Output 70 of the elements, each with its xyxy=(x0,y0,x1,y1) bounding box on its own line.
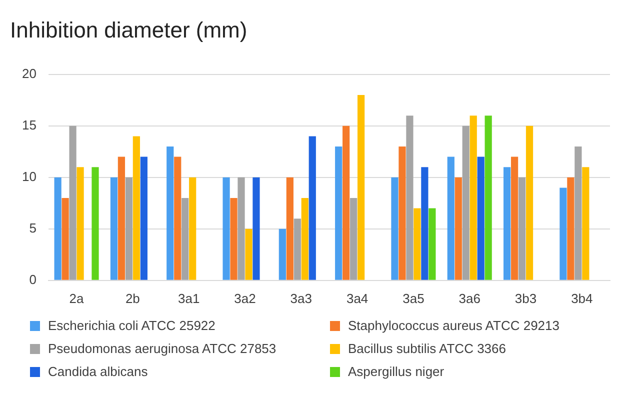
y-tick-label: 15 xyxy=(22,117,36,132)
legend-label: Candida albicans xyxy=(48,364,148,379)
bar xyxy=(462,126,470,280)
bar xyxy=(414,208,421,280)
bar xyxy=(484,116,492,280)
legend-label: Bacillus subtilis ATCC 3366 xyxy=(348,341,506,356)
bar xyxy=(118,156,126,280)
bar xyxy=(286,177,294,280)
y-tick-label: 20 xyxy=(22,66,36,81)
bar xyxy=(447,156,454,280)
legend-label: Aspergillus niger xyxy=(348,364,444,379)
bar xyxy=(510,156,518,280)
bar xyxy=(140,156,148,280)
bar xyxy=(477,156,484,280)
bar xyxy=(62,198,69,280)
bar xyxy=(518,177,526,280)
legend-label: Escherichia coli ATCC 25922 xyxy=(48,318,216,333)
bar xyxy=(342,126,350,280)
bar xyxy=(132,136,140,280)
bar xyxy=(54,177,62,280)
bar xyxy=(110,177,118,280)
bar xyxy=(76,167,84,280)
bar xyxy=(526,126,534,280)
y-tick-label: 0 xyxy=(29,272,36,287)
bar xyxy=(238,177,245,280)
x-tick-label: 2b xyxy=(125,290,140,306)
bar xyxy=(574,146,582,280)
bar xyxy=(69,126,76,280)
bar xyxy=(503,167,511,280)
x-tick-label: 2a xyxy=(69,290,85,306)
x-tick-label: 3b4 xyxy=(571,290,593,306)
legend-label: Staphylococcus aureus ATCC 29213 xyxy=(348,318,560,333)
bar xyxy=(294,218,301,280)
bar xyxy=(252,177,260,280)
x-tick-label: 3a6 xyxy=(458,290,480,306)
bar xyxy=(125,177,133,280)
bar xyxy=(406,116,414,280)
bar xyxy=(567,177,574,280)
bar xyxy=(421,167,428,280)
legend-label: Pseudomonas aeruginosa ATCC 27853 xyxy=(48,341,276,356)
bar xyxy=(278,228,286,280)
bar xyxy=(560,188,567,280)
x-tick-label: 3a1 xyxy=(178,290,200,306)
x-tick-label: 3a5 xyxy=(402,290,424,306)
bar xyxy=(391,177,398,280)
bar xyxy=(222,177,230,280)
x-tick-label: 3a3 xyxy=(290,290,312,306)
bar xyxy=(174,156,182,280)
y-tick-label: 10 xyxy=(22,168,36,184)
bar xyxy=(582,167,590,280)
bar xyxy=(166,146,174,280)
bar xyxy=(189,177,196,280)
bar xyxy=(398,146,406,280)
bar xyxy=(245,228,252,280)
bar xyxy=(470,116,477,280)
bar xyxy=(182,198,189,280)
bar xyxy=(301,198,308,280)
bar xyxy=(230,198,238,280)
bar xyxy=(335,146,342,280)
y-tick-label: 5 xyxy=(29,220,36,236)
bar xyxy=(428,208,436,280)
bar xyxy=(357,95,365,280)
bar xyxy=(308,136,316,280)
x-tick-label: 3a2 xyxy=(234,290,256,306)
x-tick-label: 3a4 xyxy=(346,290,368,306)
chart-title: Inhibition diameter (mm) xyxy=(10,17,248,42)
bar xyxy=(454,177,462,280)
bar xyxy=(350,198,358,280)
bar xyxy=(92,167,99,280)
x-tick-label: 3b3 xyxy=(514,290,537,306)
